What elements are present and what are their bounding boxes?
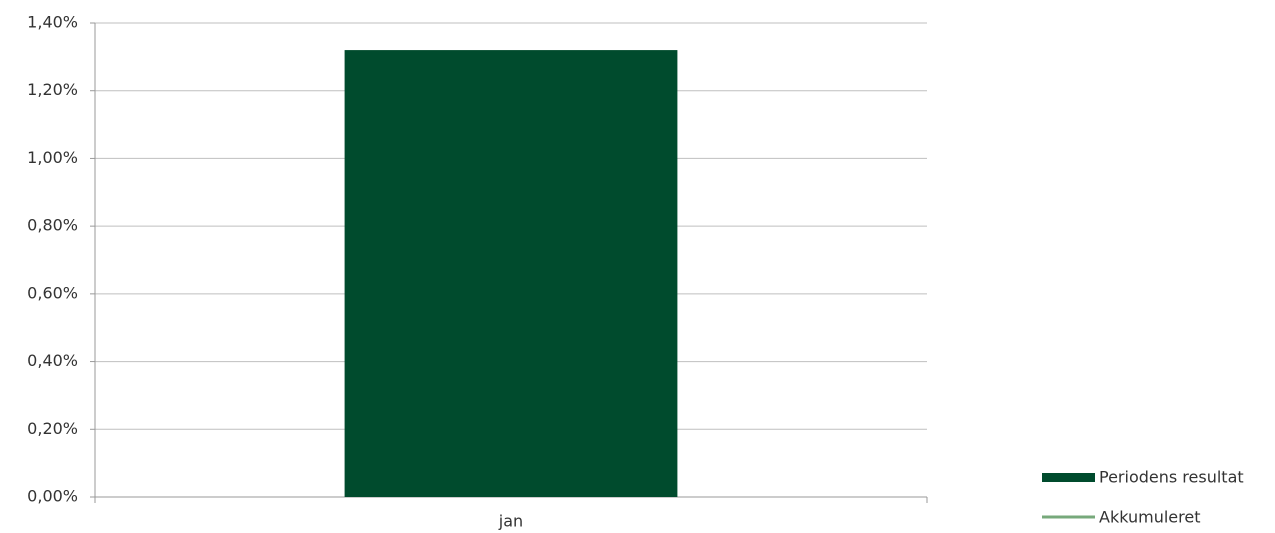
y-tick-label: 0,20% xyxy=(27,419,78,438)
legend-label: Akkumuleret xyxy=(1099,508,1200,527)
bar xyxy=(344,50,678,497)
y-tick-label: 0,80% xyxy=(27,216,78,235)
x-tick-label: jan xyxy=(498,512,523,531)
y-tick-label: 1,40% xyxy=(27,13,78,32)
legend-swatch xyxy=(1042,473,1095,482)
y-tick-label: 1,20% xyxy=(27,80,78,99)
y-tick-label: 0,40% xyxy=(27,351,78,370)
y-tick-label: 1,00% xyxy=(27,148,78,167)
legend-label: Periodens resultat xyxy=(1099,468,1244,487)
y-tick-label: 0,00% xyxy=(27,487,78,506)
y-tick-label: 0,60% xyxy=(27,283,78,302)
